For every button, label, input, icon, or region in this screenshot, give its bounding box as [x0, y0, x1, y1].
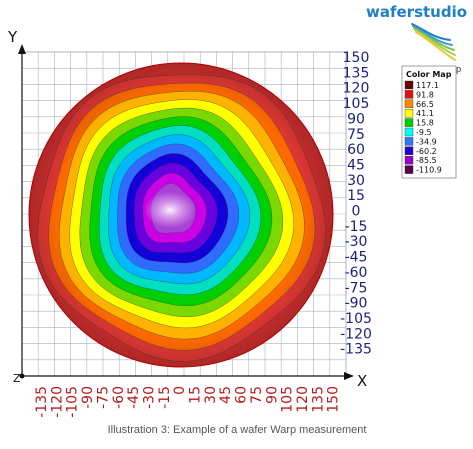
y-tick-label: 105 — [343, 96, 370, 112]
legend-label: -110.9 — [416, 166, 442, 175]
legend-label: 66.5 — [416, 100, 434, 109]
x-tick-label: -30 — [141, 386, 157, 409]
x-tick-label: -135 — [34, 386, 50, 418]
y-tick-label: 150 — [343, 50, 370, 66]
y-tick-label: -30 — [345, 234, 368, 250]
legend-label: -9.5 — [416, 128, 432, 137]
y-tick-label: 45 — [347, 157, 365, 173]
x-tick-label: -105 — [65, 386, 81, 418]
color-map-legend: Color Map 117.191.866.541.115.8-9.5-34.9… — [401, 65, 457, 179]
x-tick-label: -60 — [111, 386, 127, 409]
x-tick-label: -15 — [157, 386, 173, 409]
y-tick-label: 0 — [352, 204, 361, 220]
y-tick-label: -120 — [340, 326, 372, 342]
figure-caption: Illustration 3: Example of a wafer Warp … — [108, 424, 367, 436]
wafer-edge — [28, 62, 334, 368]
y-tick-label: 120 — [343, 81, 370, 97]
z-axis-marker: Z — [13, 372, 25, 385]
x-axis — [22, 372, 354, 380]
y-tick-label: 15 — [347, 188, 365, 204]
x-tick-label: -45 — [126, 386, 142, 409]
y-axis-label: Y — [7, 28, 18, 46]
legend-swatch — [404, 99, 414, 109]
y-tick-label: 30 — [347, 173, 365, 189]
y-tick-labels: 1501351201059075604530150-15-30-45-60-75… — [340, 50, 372, 358]
y-tick-label: 60 — [347, 142, 365, 158]
x-tick-label: 90 — [264, 386, 280, 404]
legend-label: -85.5 — [416, 156, 437, 165]
logo-wordmark: waferstudio — [366, 3, 467, 21]
legend-swatch — [404, 137, 414, 146]
x-axis-label: X — [357, 372, 367, 390]
y-axis — [18, 44, 26, 376]
x-tick-label: 30 — [203, 386, 219, 404]
legend-swatch — [404, 155, 414, 165]
x-tick-label: 135 — [310, 386, 326, 413]
logo-swoosh-icon — [411, 23, 456, 61]
y-axis-arrow-icon — [18, 44, 26, 54]
x-tick-label: 15 — [188, 386, 204, 404]
legend-label: -60.2 — [416, 147, 437, 156]
legend-swatch — [404, 165, 414, 174]
x-tick-label: -75 — [95, 386, 111, 409]
x-tick-label: -90 — [80, 386, 96, 409]
y-tick-label: 135 — [343, 65, 370, 81]
x-tick-label: 0 — [172, 386, 188, 395]
wafer-warp-map — [29, 63, 333, 367]
legend-label: 91.8 — [416, 90, 434, 99]
x-tick-label: 75 — [249, 386, 265, 404]
x-tick-label: 105 — [280, 386, 296, 413]
x-tick-labels: -135 -120 -105 -90 -75 -60 -45 -30 -15 0 15 30 45 60 7… — [34, 386, 342, 418]
y-tick-label: 90 — [347, 111, 365, 127]
legend-label: 117.1 — [416, 81, 439, 90]
legend-swatch — [404, 80, 414, 90]
y-tick-label: -90 — [345, 296, 368, 312]
x-axis-arrow-icon — [344, 372, 354, 380]
legend-swatch — [404, 146, 414, 156]
legend-title: Color Map — [406, 70, 452, 79]
y-tick-label: -15 — [345, 219, 368, 235]
x-tick-label: 60 — [234, 386, 250, 404]
x-tick-label: 120 — [295, 386, 311, 413]
y-tick-label: -105 — [340, 311, 372, 327]
legend-swatch — [404, 118, 414, 127]
x-tick-label: 150 — [326, 386, 342, 413]
x-tick-label: 45 — [218, 386, 234, 404]
z-axis-label: Z — [13, 372, 21, 385]
y-tick-label: 75 — [347, 127, 365, 143]
legend-swatch — [404, 108, 414, 118]
legend-swatch — [404, 90, 414, 99]
y-tick-label: -75 — [345, 280, 368, 296]
x-tick-label: -120 — [49, 386, 65, 418]
y-tick-label: -45 — [345, 250, 368, 266]
legend-label: 15.8 — [416, 119, 434, 128]
y-tick-label: -135 — [340, 342, 372, 358]
brand-logo: waferstudio Warp — [366, 3, 467, 74]
legend-swatch — [404, 127, 414, 137]
legend-label: 41.1 — [416, 109, 434, 118]
y-tick-label: -60 — [345, 265, 368, 281]
legend-label: -34.9 — [416, 137, 437, 146]
